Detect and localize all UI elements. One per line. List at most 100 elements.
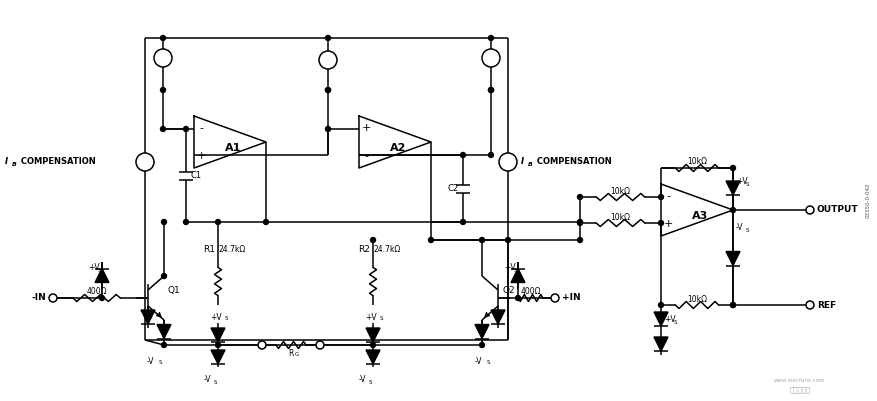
- Circle shape: [215, 219, 220, 225]
- Text: +V: +V: [663, 314, 675, 324]
- Text: -V: -V: [474, 357, 481, 366]
- Circle shape: [479, 237, 484, 243]
- Text: -V: -V: [735, 223, 743, 233]
- Text: 10kΩ: 10kΩ: [686, 294, 706, 304]
- Polygon shape: [474, 324, 488, 338]
- Circle shape: [488, 87, 493, 93]
- Circle shape: [730, 302, 735, 308]
- Text: 10kΩ: 10kΩ: [610, 213, 630, 221]
- Text: S: S: [158, 360, 161, 365]
- Text: +: +: [196, 151, 205, 161]
- Text: 03350-0-042: 03350-0-042: [865, 182, 869, 218]
- Text: I: I: [166, 51, 168, 61]
- Circle shape: [325, 36, 330, 41]
- Text: 10kΩ: 10kΩ: [686, 158, 706, 166]
- Circle shape: [153, 49, 172, 67]
- Text: COMPENSATION: COMPENSATION: [18, 158, 96, 166]
- Circle shape: [658, 221, 663, 225]
- Circle shape: [160, 87, 165, 93]
- Text: 24.7kΩ: 24.7kΩ: [218, 245, 246, 253]
- Text: S: S: [368, 381, 372, 385]
- Polygon shape: [490, 310, 504, 324]
- Text: A1: A1: [225, 143, 241, 153]
- Polygon shape: [510, 269, 524, 282]
- Circle shape: [318, 51, 337, 69]
- Polygon shape: [210, 350, 225, 364]
- Polygon shape: [653, 312, 667, 326]
- Text: B: B: [527, 162, 532, 166]
- Text: S: S: [98, 267, 102, 273]
- Circle shape: [99, 296, 104, 300]
- Text: OUTPUT: OUTPUT: [816, 205, 858, 215]
- Text: I: I: [5, 158, 8, 166]
- Polygon shape: [366, 328, 380, 342]
- Text: R: R: [288, 348, 293, 358]
- Text: S: S: [379, 316, 382, 321]
- Circle shape: [325, 87, 330, 93]
- Text: S: S: [224, 316, 227, 321]
- Circle shape: [258, 341, 266, 349]
- Circle shape: [505, 237, 510, 243]
- Circle shape: [730, 166, 735, 170]
- Circle shape: [805, 206, 813, 214]
- Text: +V: +V: [210, 313, 222, 322]
- Circle shape: [370, 237, 375, 243]
- Circle shape: [481, 49, 499, 67]
- Circle shape: [479, 342, 484, 348]
- Text: A3: A3: [691, 211, 708, 221]
- Circle shape: [160, 126, 165, 132]
- Circle shape: [515, 296, 520, 300]
- Text: 400Ω: 400Ω: [520, 288, 540, 296]
- Text: S: S: [745, 229, 749, 233]
- Text: S: S: [486, 360, 489, 365]
- Text: S: S: [513, 267, 517, 273]
- Circle shape: [805, 301, 813, 309]
- Text: COMPENSATION: COMPENSATION: [533, 158, 611, 166]
- Circle shape: [730, 207, 735, 213]
- Circle shape: [183, 219, 189, 225]
- Circle shape: [577, 219, 581, 225]
- Circle shape: [488, 36, 493, 41]
- Circle shape: [183, 126, 189, 132]
- Text: -: -: [199, 123, 203, 133]
- Text: G: G: [295, 352, 299, 356]
- Circle shape: [658, 302, 663, 308]
- Text: REF: REF: [816, 300, 835, 310]
- Circle shape: [658, 194, 663, 200]
- Text: -IN: -IN: [32, 294, 46, 302]
- Text: S: S: [745, 182, 749, 188]
- Text: +V: +V: [503, 263, 515, 271]
- Text: C2: C2: [447, 184, 458, 193]
- Text: 400Ω: 400Ω: [86, 288, 107, 296]
- Circle shape: [161, 342, 167, 348]
- Text: V: V: [323, 53, 329, 63]
- Text: R1: R1: [203, 245, 215, 253]
- Text: R2: R2: [358, 245, 369, 253]
- Text: 24.7kΩ: 24.7kΩ: [374, 245, 401, 253]
- Polygon shape: [366, 350, 380, 364]
- Text: Q2: Q2: [503, 286, 515, 294]
- Circle shape: [488, 87, 493, 93]
- Circle shape: [498, 153, 517, 171]
- Circle shape: [160, 36, 165, 41]
- Text: 电子发烧友: 电子发烧友: [788, 387, 809, 393]
- Text: +IN: +IN: [561, 294, 580, 302]
- Text: www.elecfans.com: www.elecfans.com: [774, 377, 824, 383]
- Text: B: B: [331, 59, 335, 63]
- Polygon shape: [725, 181, 739, 195]
- Text: -V: -V: [146, 357, 153, 366]
- Text: I: I: [520, 158, 524, 166]
- Circle shape: [263, 219, 268, 225]
- Polygon shape: [653, 337, 667, 351]
- Polygon shape: [157, 324, 171, 338]
- Text: +: +: [361, 123, 370, 133]
- Circle shape: [730, 302, 735, 308]
- Text: -: -: [666, 191, 669, 201]
- Polygon shape: [725, 251, 739, 265]
- Circle shape: [49, 294, 57, 302]
- Circle shape: [551, 294, 559, 302]
- Circle shape: [577, 237, 581, 243]
- Text: S: S: [214, 381, 217, 385]
- Text: +: +: [662, 219, 672, 229]
- Circle shape: [460, 152, 465, 158]
